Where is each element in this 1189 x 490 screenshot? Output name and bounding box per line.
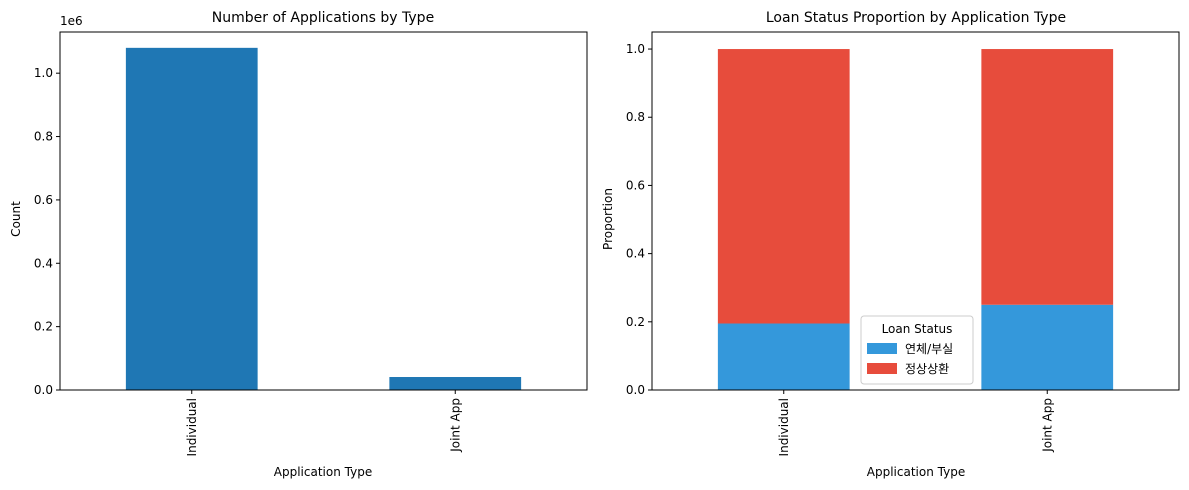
x-axis-label: Application Type (867, 465, 965, 479)
bar-individual-segment-1 (717, 49, 850, 324)
chart-title: Loan Status Proportion by Application Ty… (766, 10, 1066, 26)
y-axis-label: Count (9, 201, 23, 237)
y-tick-label: 0.8 (626, 110, 645, 124)
bar-individual-segment-0 (717, 323, 850, 390)
y-tick-label: 0.6 (34, 193, 53, 207)
x-tick-label: Joint App (448, 398, 462, 453)
plot-frame (59, 31, 588, 391)
legend-label-delinquent: 연체/부실 (905, 342, 953, 356)
y-tick-label: 0.2 (626, 315, 645, 329)
legend-swatch-delinquent (867, 343, 897, 354)
x-tick-label: Joint App (1040, 398, 1054, 453)
y-tick-label: 0.6 (626, 178, 645, 192)
bar-individual (125, 47, 258, 391)
y-tick-label: 0.0 (34, 383, 53, 397)
y-tick-label: 0.4 (34, 256, 53, 270)
y-tick-label: 1.0 (34, 66, 53, 80)
y-axis-label: Proportion (601, 188, 615, 250)
legend-label-normal: 정상상환 (905, 362, 949, 376)
legend-title: Loan Status (882, 322, 953, 336)
applications-count-chart: Number of Applications by Type 1e6 Count… (9, 10, 588, 479)
bar-joint-app (389, 377, 522, 390)
y-tick-label: 0.2 (34, 320, 53, 334)
y-tick-label: 0.0 (626, 383, 645, 397)
legend-swatch-normal (867, 363, 897, 374)
y-offset-text: 1e6 (60, 14, 83, 28)
chart-title: Number of Applications by Type (212, 10, 434, 26)
x-tick-label: Individual (777, 398, 791, 456)
bar-joint-app-segment-1 (981, 49, 1114, 305)
y-tick-label: 0.4 (626, 247, 645, 261)
x-axis-label: Application Type (274, 465, 372, 479)
bar-joint-app-segment-0 (981, 304, 1114, 390)
legend: Loan Status 연체/부실 정상상환 (860, 315, 974, 385)
plot-frame (651, 31, 1180, 391)
y-tick-label: 1.0 (626, 42, 645, 56)
loan-status-proportion-chart: Loan Status Proportion by Application Ty… (601, 10, 1180, 479)
x-tick-label: Individual (185, 398, 199, 456)
y-tick-label: 0.8 (34, 130, 53, 144)
